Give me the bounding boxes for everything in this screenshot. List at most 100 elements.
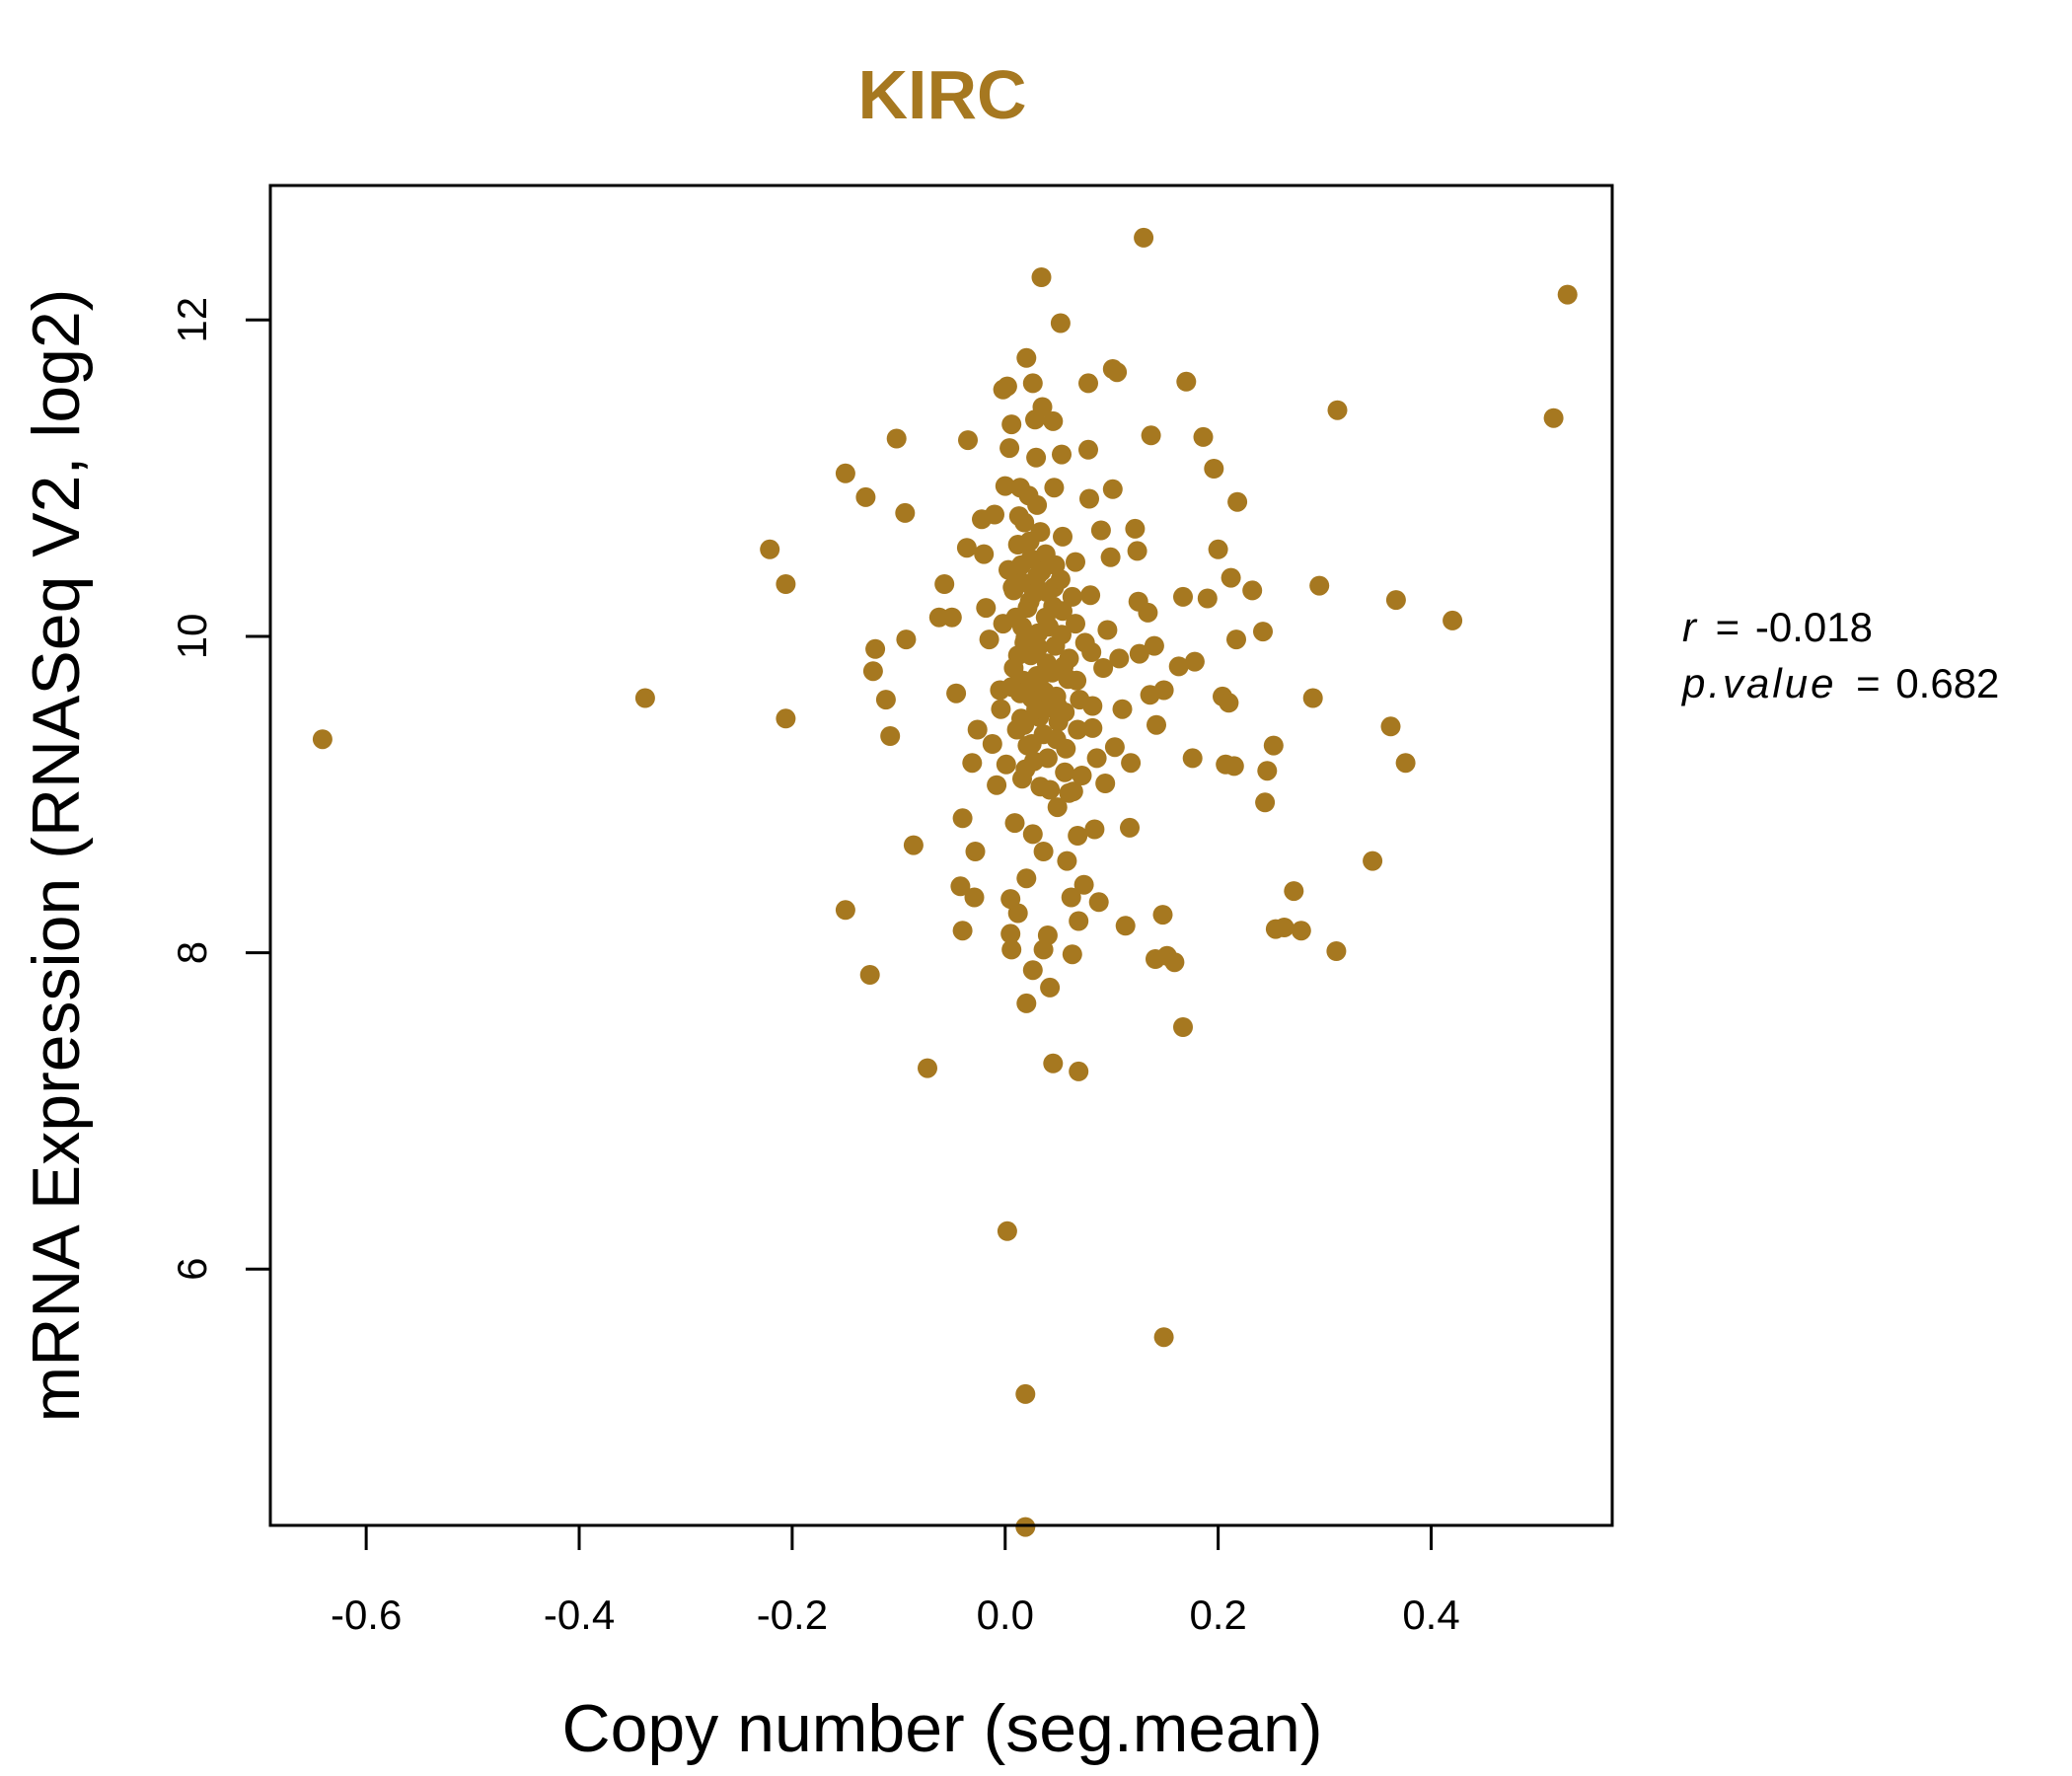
data-point bbox=[976, 598, 997, 619]
data-point bbox=[1102, 479, 1123, 499]
data-point bbox=[1226, 629, 1246, 650]
data-point bbox=[1125, 518, 1146, 539]
y-tick-label: 8 bbox=[169, 941, 215, 964]
plot-frame bbox=[268, 184, 1614, 1527]
data-point bbox=[1042, 662, 1063, 683]
data-point bbox=[1078, 439, 1098, 460]
data-point bbox=[895, 502, 916, 523]
data-point bbox=[1274, 918, 1295, 937]
data-point bbox=[1004, 813, 1025, 834]
points-layer bbox=[312, 227, 1578, 1537]
data-point bbox=[1058, 669, 1078, 690]
data-point bbox=[1066, 614, 1085, 634]
data-point bbox=[1026, 699, 1047, 719]
data-point bbox=[776, 708, 796, 729]
data-point bbox=[1127, 541, 1147, 561]
data-point bbox=[1050, 569, 1071, 590]
x-axis-title: Copy number (seg.mean) bbox=[561, 1691, 1322, 1766]
data-point bbox=[995, 476, 1015, 496]
data-point bbox=[1055, 762, 1075, 782]
data-point bbox=[1033, 842, 1054, 861]
data-point bbox=[1309, 575, 1330, 596]
data-point bbox=[776, 574, 796, 594]
y-tick-label: 10 bbox=[169, 614, 215, 660]
r-value: -0.018 bbox=[1755, 604, 1873, 650]
data-point bbox=[1022, 824, 1043, 845]
data-point bbox=[997, 376, 1017, 397]
data-point bbox=[1056, 738, 1076, 759]
data-point bbox=[1086, 748, 1107, 769]
data-point bbox=[1015, 628, 1036, 648]
data-point bbox=[1184, 651, 1205, 672]
data-point bbox=[1115, 916, 1136, 936]
data-point bbox=[1001, 677, 1022, 698]
data-point bbox=[835, 900, 855, 921]
data-point bbox=[991, 699, 1011, 719]
data-point bbox=[1052, 444, 1072, 465]
data-point bbox=[1033, 724, 1054, 745]
data-point bbox=[974, 544, 995, 564]
data-point bbox=[987, 775, 1007, 795]
data-point bbox=[1164, 952, 1185, 973]
data-point bbox=[1003, 580, 1024, 601]
data-point bbox=[1020, 549, 1041, 569]
data-point bbox=[997, 1221, 1017, 1241]
data-point bbox=[1088, 892, 1109, 913]
data-point bbox=[1242, 580, 1263, 601]
data-point bbox=[1109, 648, 1130, 669]
data-point bbox=[1093, 658, 1114, 678]
data-point bbox=[1147, 714, 1166, 735]
data-point bbox=[1219, 693, 1239, 713]
data-point bbox=[1001, 939, 1022, 960]
data-point bbox=[1263, 735, 1284, 756]
data-point bbox=[1302, 688, 1323, 708]
data-point bbox=[835, 463, 855, 483]
data-point bbox=[1069, 911, 1089, 931]
data-point bbox=[903, 835, 924, 855]
data-point bbox=[999, 438, 1020, 459]
data-point bbox=[875, 690, 896, 710]
data-point bbox=[1031, 267, 1052, 287]
data-point bbox=[1134, 227, 1154, 248]
data-point bbox=[1152, 905, 1173, 925]
data-point bbox=[1385, 590, 1406, 611]
data-point bbox=[952, 808, 973, 829]
data-point bbox=[886, 428, 907, 449]
data-point bbox=[1326, 941, 1347, 961]
data-point bbox=[1144, 635, 1164, 656]
data-point bbox=[1032, 397, 1053, 417]
data-point bbox=[1016, 868, 1037, 889]
data-point bbox=[1008, 506, 1029, 527]
data-point bbox=[1291, 921, 1311, 941]
data-point bbox=[1327, 400, 1348, 420]
data-point bbox=[918, 1058, 937, 1078]
data-point bbox=[985, 504, 1004, 525]
data-point bbox=[1284, 881, 1304, 902]
data-point bbox=[1153, 680, 1174, 701]
data-point bbox=[964, 887, 985, 908]
data-point bbox=[1363, 851, 1383, 871]
data-point bbox=[1052, 625, 1072, 645]
data-point bbox=[1100, 547, 1121, 567]
data-point bbox=[1053, 526, 1073, 547]
data-point bbox=[1017, 735, 1038, 756]
data-point bbox=[950, 876, 971, 897]
data-point bbox=[1173, 586, 1193, 607]
r-equals: = bbox=[1716, 604, 1740, 650]
correlation-stats: r = -0.018 p.value = 0.682 bbox=[1680, 604, 1999, 706]
y-axis: 6 8 10 12 bbox=[169, 297, 272, 1281]
data-point bbox=[1084, 819, 1105, 840]
y-axis-title: mRNA Expression (RNASeq V2, log2) bbox=[19, 289, 94, 1423]
data-point bbox=[1015, 1517, 1036, 1537]
x-tick-label: -0.2 bbox=[757, 1591, 828, 1638]
x-tick-label: 0.0 bbox=[977, 1591, 1034, 1638]
data-point bbox=[1208, 539, 1228, 559]
data-point bbox=[855, 486, 876, 507]
chart-title: KIRC bbox=[857, 56, 1026, 133]
data-point bbox=[1072, 766, 1092, 785]
p-value-stat: p.value = 0.682 bbox=[1680, 660, 1999, 706]
data-point bbox=[859, 965, 880, 985]
data-point bbox=[1255, 792, 1276, 813]
data-point bbox=[1168, 656, 1189, 677]
